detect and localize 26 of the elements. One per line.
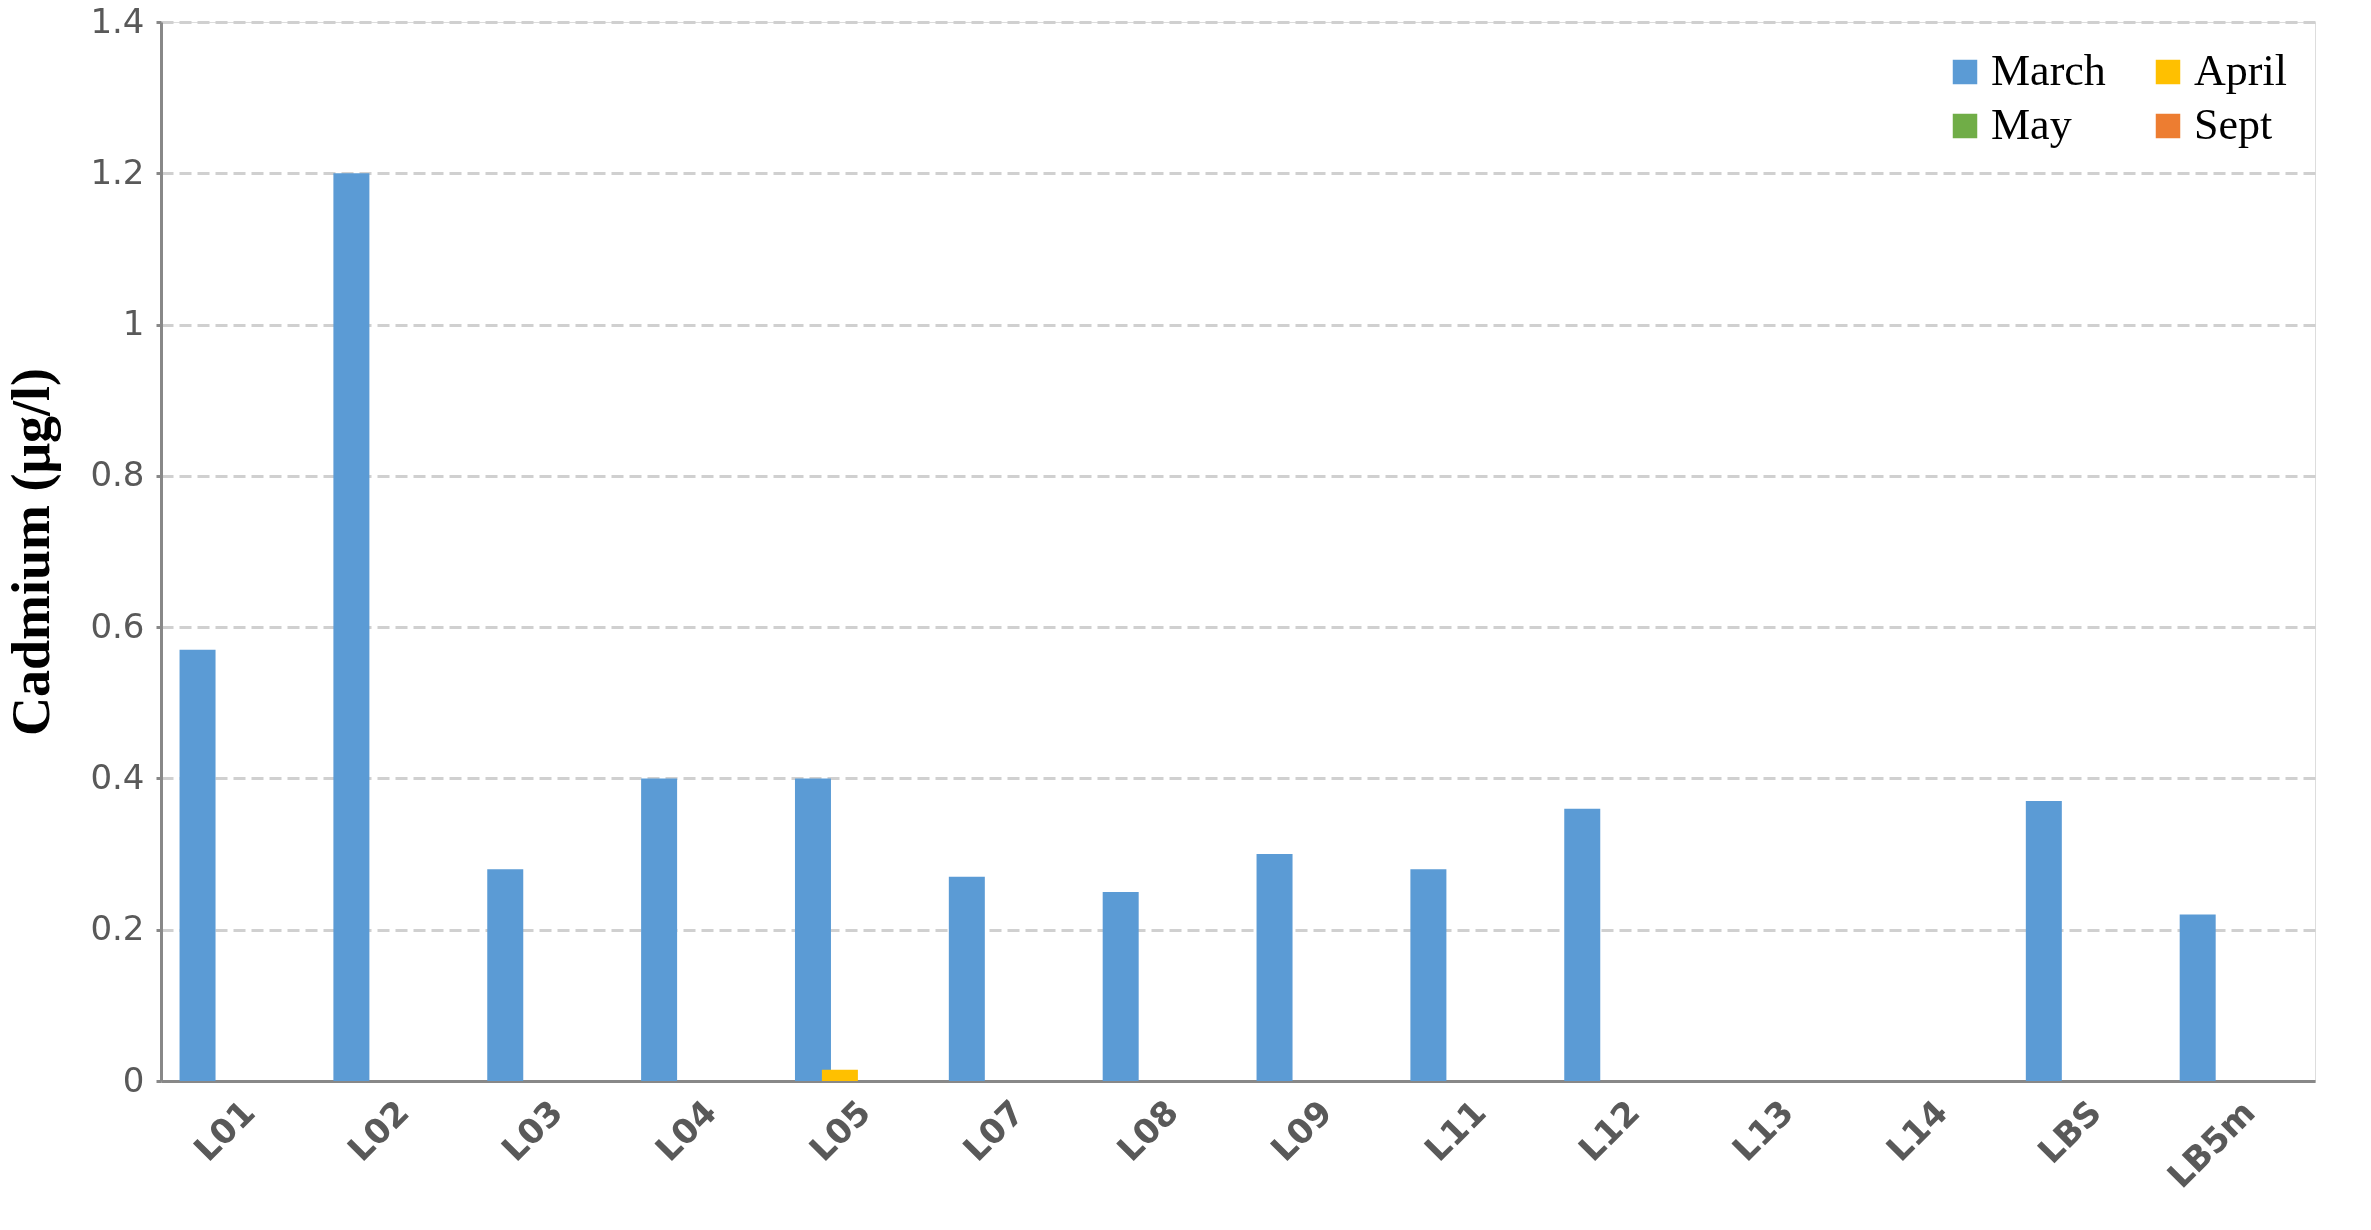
bar — [333, 173, 370, 1081]
y-tick-label: 0.2 — [90, 908, 145, 949]
bar — [1564, 808, 1601, 1081]
legend-label: April — [2194, 46, 2287, 95]
bar — [794, 778, 831, 1081]
legend-label: May — [1991, 100, 2072, 149]
bar — [1102, 891, 1139, 1081]
y-tick-label: 0.4 — [90, 756, 145, 797]
bar — [2179, 914, 2216, 1081]
y-tick-label: 0 — [122, 1059, 145, 1100]
legend-label: Sept — [2194, 100, 2273, 149]
legend-label: March — [1991, 46, 2106, 95]
bar — [821, 1069, 858, 1081]
y-tick-label: 0.6 — [90, 605, 145, 646]
y-tick-label: 1.2 — [90, 151, 145, 192]
bar — [641, 778, 678, 1081]
y-axis-title: Cadmium (μg/l) — [1, 367, 62, 737]
y-tick-label: 1 — [122, 303, 145, 344]
bar — [1256, 854, 1293, 1081]
bar — [487, 869, 524, 1081]
bar — [179, 649, 216, 1081]
y-tick-label: 1.4 — [90, 0, 145, 41]
bar — [1410, 869, 1447, 1081]
bar — [2025, 801, 2062, 1081]
y-tick-label: 0.8 — [90, 454, 145, 495]
bar — [948, 876, 985, 1081]
